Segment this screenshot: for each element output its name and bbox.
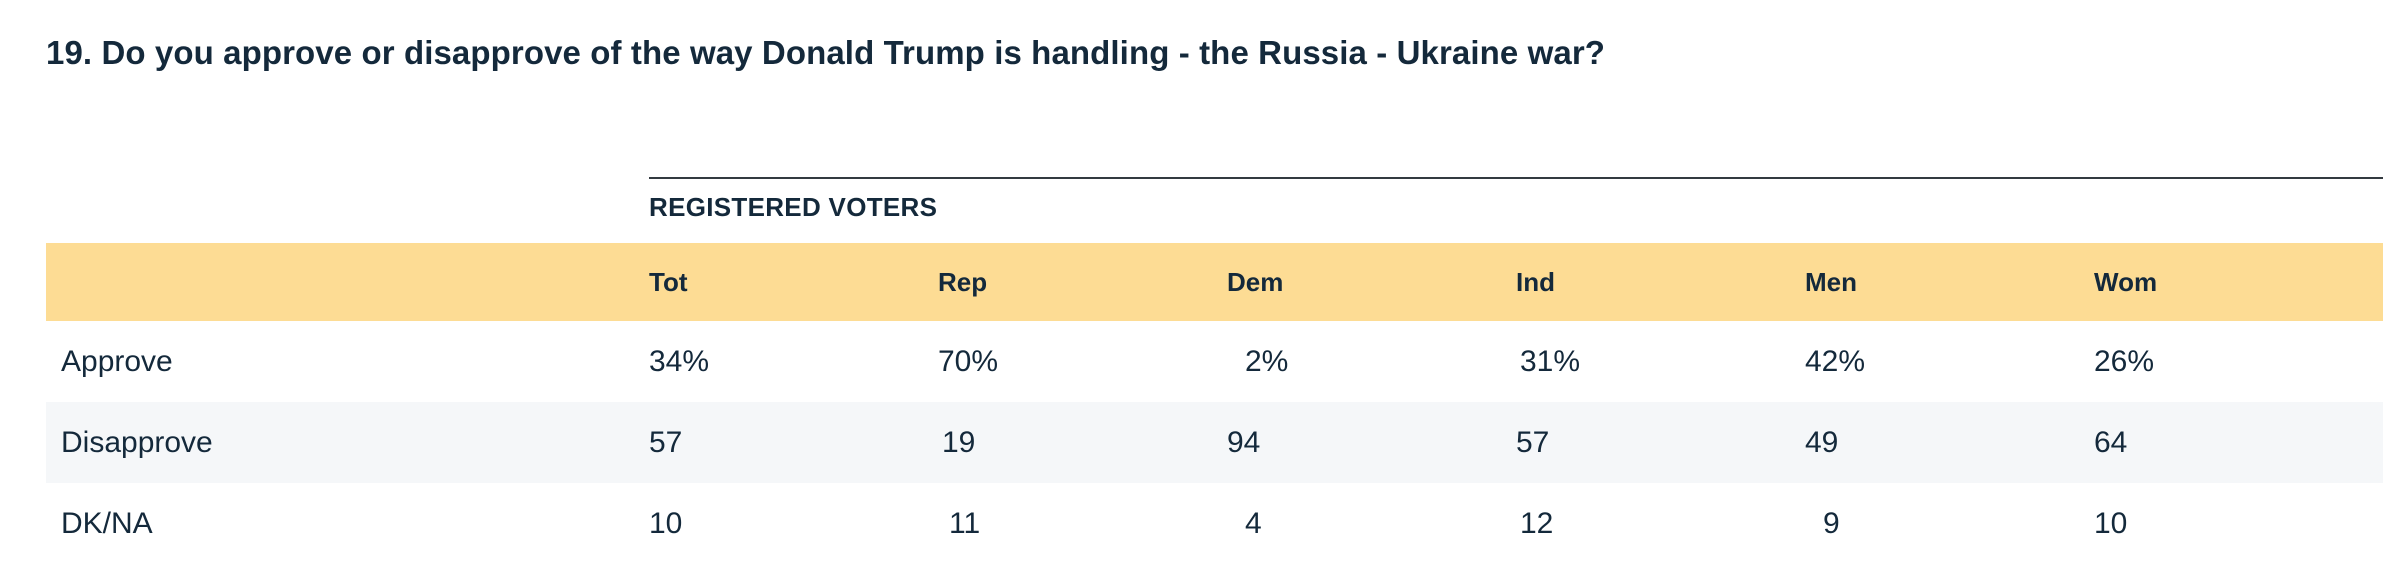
row-label: Approve: [61, 344, 173, 378]
column-header-dem: Dem: [1227, 266, 1284, 297]
cell-tot: 34%: [649, 344, 710, 378]
cell-rep: 19: [942, 425, 976, 459]
cell-men: 42%: [1805, 344, 1866, 378]
table-row-disapprove: Disapprove 57 19 94 57 49 64: [46, 402, 2383, 483]
question-title: 19. Do you approve or disapprove of the …: [46, 34, 1606, 71]
column-header-tot: Tot: [649, 266, 688, 297]
cell-dem: 4: [1245, 506, 1262, 540]
cell-rep: 70%: [938, 344, 999, 378]
cell-rep: 11: [949, 506, 981, 540]
cell-tot: 57: [649, 425, 683, 459]
cell-dem: 2%: [1245, 344, 1289, 378]
column-header-ind: Ind: [1516, 266, 1555, 297]
row-label-header: [46, 243, 649, 321]
cell-men: 9: [1823, 506, 1840, 540]
cell-men: 49: [1805, 425, 1839, 459]
cell-ind: 57: [1516, 425, 1550, 459]
column-header-wom: Wom: [2094, 266, 2158, 297]
table-row-dk-na: DK/NA 10 11 4 12 9 10: [46, 483, 2383, 564]
cell-ind: 12: [1520, 506, 1554, 540]
column-header-rep: Rep: [938, 266, 988, 297]
row-label: DK/NA: [61, 506, 153, 540]
table-row-approve: Approve 34% 70% 2% 31% 42% 26%: [46, 321, 2383, 402]
cell-wom: 10: [2094, 506, 2128, 540]
group-divider: [649, 177, 2383, 179]
group-label: REGISTERED VOTERS: [649, 192, 938, 222]
cell-tot: 10: [649, 506, 683, 540]
cell-ind: 31%: [1520, 344, 1581, 378]
column-header-men: Men: [1805, 266, 1857, 297]
column-header-row: Tot Rep Dem Ind Men Wom: [46, 243, 2383, 321]
results-table: Tot Rep Dem Ind Men Wom Approve 34% 70% …: [46, 243, 2383, 564]
cell-dem: 94: [1227, 425, 1261, 459]
row-label: Disapprove: [61, 425, 213, 459]
cell-wom: 26%: [2094, 344, 2155, 378]
cell-wom: 64: [2094, 425, 2128, 459]
